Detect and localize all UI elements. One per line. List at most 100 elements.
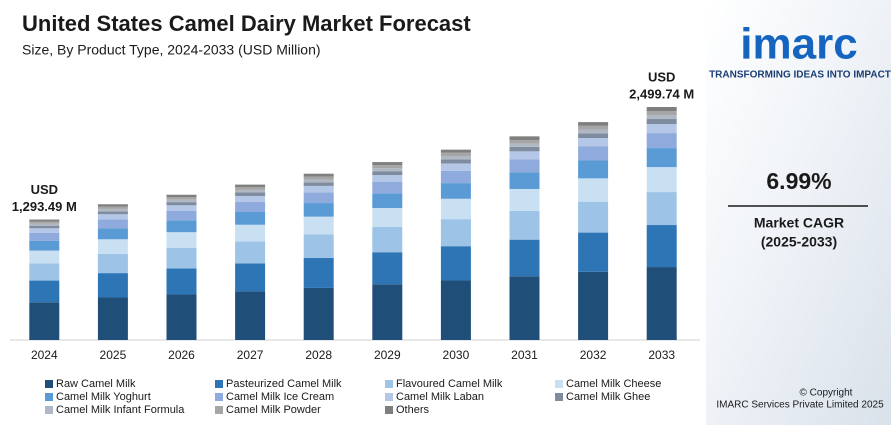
legend-label: Camel Milk Infant Formula (56, 404, 185, 416)
bar-segment (29, 250, 60, 264)
bar-segment (235, 291, 266, 340)
x-tick-label: 2029 (374, 348, 401, 362)
total-label: USD (31, 182, 58, 197)
bar-segment (509, 136, 540, 140)
bar-segment (97, 211, 128, 215)
legend-swatch (385, 393, 393, 401)
bar-segment (646, 124, 677, 134)
x-tick-label: 2032 (580, 348, 607, 362)
bar-segment (97, 214, 128, 220)
legend-swatch (555, 393, 563, 401)
bar-segment (97, 204, 128, 207)
bar-segment (372, 193, 403, 208)
bar-segment (509, 276, 540, 340)
legend-label: Pasteurized Camel Milk (226, 378, 342, 390)
bar-segment (578, 232, 609, 272)
bar-segment (303, 216, 334, 235)
bar-segment (166, 194, 197, 198)
bar-segment (646, 192, 677, 226)
bar-segment (29, 263, 60, 281)
bar-segment (235, 192, 266, 196)
bar-segment (166, 197, 197, 200)
bar-segment (97, 239, 128, 254)
bar-segment (303, 287, 334, 340)
bar-segment (235, 184, 266, 188)
bar-segment (509, 139, 540, 144)
bar-segment (235, 263, 266, 292)
bar-segment (166, 199, 197, 203)
x-tick-label: 2025 (100, 348, 127, 362)
tagline: TRANSFORMING IDEAS INTO IMPACT (709, 70, 891, 81)
legend-label: Camel Milk Cheese (566, 378, 661, 390)
bar-segment (97, 273, 128, 298)
bar-segment (372, 175, 403, 182)
bar-segment (440, 183, 471, 199)
bar-segment (29, 219, 60, 222)
legend-swatch (385, 380, 393, 388)
bar-segment (646, 225, 677, 268)
bar-segment (29, 240, 60, 251)
bar-segment (235, 224, 266, 242)
bar-segment (578, 201, 609, 233)
legend-swatch (555, 380, 563, 388)
legend-label: Camel Milk Powder (226, 404, 321, 416)
legend-label: Camel Milk Yoghurt (56, 391, 151, 403)
bar-segment (578, 160, 609, 179)
copyright: © Copyright (800, 388, 853, 399)
x-tick-label: 2028 (305, 348, 332, 362)
legend-label: Others (396, 404, 430, 416)
legend-swatch (45, 380, 53, 388)
bar-segment (646, 167, 677, 193)
bar-segment (440, 198, 471, 220)
bar-segment (646, 107, 677, 112)
bar-segment (372, 162, 403, 166)
bar-segment (303, 185, 334, 193)
bar-segment (166, 205, 197, 211)
bar-segment (509, 143, 540, 147)
x-tick-label: 2030 (443, 348, 470, 362)
bar-segment (440, 156, 471, 160)
bar-segment (578, 129, 609, 134)
bar-segment (646, 119, 677, 125)
legend-label: Camel Milk Ghee (566, 391, 650, 403)
bar-segment (97, 253, 128, 274)
bar-segment (97, 219, 128, 229)
bar-segment (29, 228, 60, 233)
legend-swatch (215, 406, 223, 414)
bar-segment (509, 188, 540, 211)
total-label: 1,293.49 M (12, 199, 77, 214)
bar-segment (303, 179, 334, 183)
chart-title: United States Camel Dairy Market Forecas… (22, 11, 471, 36)
bar-segment (440, 159, 471, 164)
bar-segment (440, 246, 471, 281)
bar-segment (97, 297, 128, 340)
logo: imarc (740, 20, 857, 69)
x-tick-label: 2027 (237, 348, 264, 362)
bar-segment (578, 133, 609, 139)
bar-segment (166, 232, 197, 248)
bar-segment (578, 178, 609, 202)
legend-label: Camel Milk Laban (396, 391, 484, 403)
bar-segment (97, 208, 128, 212)
legend-swatch (45, 406, 53, 414)
bar-segment (29, 280, 60, 303)
legend-swatch (385, 406, 393, 414)
bar-segment (440, 280, 471, 340)
bar-segment (29, 302, 60, 340)
bar-segment (303, 173, 334, 177)
bar-segment (303, 258, 334, 288)
bar-segment (578, 138, 609, 147)
x-tick-label: 2026 (168, 348, 195, 362)
bar-segment (372, 252, 403, 285)
bar-segment (646, 267, 677, 340)
bar-segment (646, 111, 677, 116)
cagr-value: 6.99% (766, 168, 831, 194)
bar-segment (372, 284, 403, 340)
bar-segment (235, 189, 266, 193)
chart-subtitle: Size, By Product Type, 2024-2033 (USD Mi… (22, 42, 321, 58)
cagr-period: (2025-2033) (761, 234, 837, 250)
bar-segment (372, 165, 403, 169)
legend-label: Flavoured Camel Milk (396, 378, 503, 390)
legend-swatch (215, 380, 223, 388)
